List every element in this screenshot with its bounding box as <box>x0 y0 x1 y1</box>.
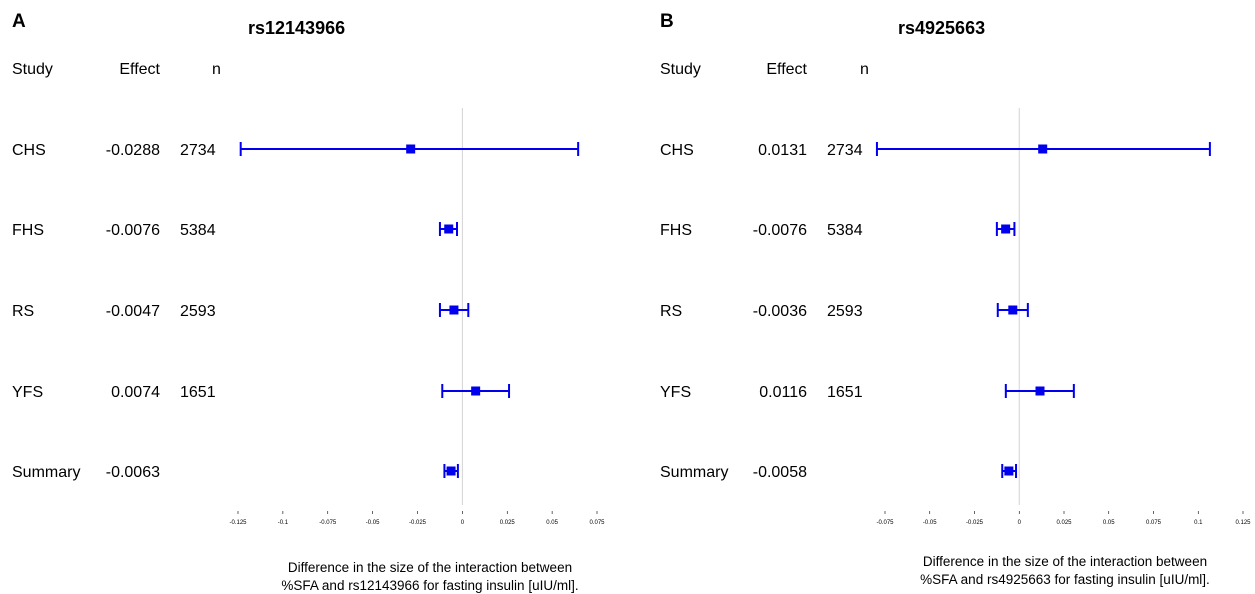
panel-b-row-1: FHS -0.0076 5384 <box>660 222 863 239</box>
panel-a-n-0: 2734 <box>180 142 216 159</box>
panel-b-xtick-label-8: 0.125 <box>1235 520 1251 526</box>
panel-a-study-3: YFS <box>12 384 43 401</box>
panel-b-point-estimate-4 <box>1004 466 1014 476</box>
panel-a-study-4: Summary <box>12 464 80 481</box>
panel-b: B rs4925663 Study Effect n CHS 0.0131 27… <box>660 11 1251 587</box>
panel-a-study-header: Study <box>12 61 53 78</box>
panel-b-row-2: RS -0.0036 2593 <box>660 303 863 320</box>
panel-b-xtick-label-4: 0.025 <box>1056 520 1072 526</box>
panel-a-point-estimate-2 <box>449 305 459 315</box>
panel-a-point-estimate-1 <box>444 224 454 234</box>
panel-a-n-header: n <box>212 61 221 78</box>
panel-b-letter: B <box>660 11 674 32</box>
panel-a-xlabel-line-2: %SFA and rs12143966 for fasting insulin … <box>281 578 578 593</box>
panel-a-row-2: RS -0.0047 2593 <box>12 303 216 320</box>
panel-a-effect-2: -0.0047 <box>106 303 160 320</box>
panel-b-n-2: 2593 <box>827 303 863 320</box>
panel-b-point-estimate-3 <box>1035 386 1045 396</box>
panel-b-effect-4: -0.0058 <box>753 464 807 481</box>
panel-b-title: rs4925663 <box>898 18 985 38</box>
panel-b-row-3: YFS 0.0116 1651 <box>660 384 863 401</box>
panel-b-xtick-label-3: 0 <box>1018 520 1022 526</box>
panel-b-study-0: CHS <box>660 142 694 159</box>
panel-a: A rs12143966 Study Effect n CHS -0.0288 … <box>12 11 605 593</box>
panel-b-xtick-label-6: 0.075 <box>1146 520 1162 526</box>
panel-b-effect-1: -0.0076 <box>753 222 807 239</box>
panel-a-xtick-label-8: 0.075 <box>589 520 605 526</box>
panel-b-n-0: 2734 <box>827 142 863 159</box>
panel-a-letter: A <box>12 11 26 32</box>
panel-b-n-1: 5384 <box>827 222 863 239</box>
panel-a-xtick-label-6: 0.025 <box>500 520 516 526</box>
panel-a-title: rs12143966 <box>248 18 345 38</box>
panel-b-row-4: Summary -0.0058 <box>660 464 807 481</box>
panel-b-xlabel-line-1: Difference in the size of the interactio… <box>923 554 1207 569</box>
panel-a-row-1: FHS -0.0076 5384 <box>12 222 216 239</box>
panel-a-study-2: RS <box>12 303 34 320</box>
panel-b-n-header: n <box>860 61 869 78</box>
panel-b-point-estimate-1 <box>1001 224 1011 234</box>
panel-a-row-0: CHS -0.0288 2734 <box>12 142 216 159</box>
panel-b-effect-2: -0.0036 <box>753 303 807 320</box>
panel-a-point-estimate-0 <box>406 144 416 154</box>
panel-a-xtick-label-0: -0.125 <box>229 520 247 526</box>
panel-a-xtick-label-3: -0.05 <box>366 520 380 526</box>
panel-a-effect-0: -0.0288 <box>106 142 160 159</box>
panel-b-study-3: YFS <box>660 384 691 401</box>
panel-a-effect-1: -0.0076 <box>106 222 160 239</box>
panel-b-xtick-label-0: -0.075 <box>876 520 894 526</box>
panel-b-effect-header: Effect <box>766 61 807 78</box>
panel-b-effect-3: 0.0116 <box>759 384 807 401</box>
panel-a-n-3: 1651 <box>180 384 216 401</box>
panel-a-xtick-label-5: 0 <box>461 520 465 526</box>
panel-a-study-0: CHS <box>12 142 46 159</box>
panel-b-study-4: Summary <box>660 464 728 481</box>
panel-a-xtick-label-7: 0.05 <box>546 520 558 526</box>
panel-a-point-estimate-3 <box>471 386 481 396</box>
panel-a-xtick-label-2: -0.075 <box>319 520 337 526</box>
panel-a-row-4: Summary -0.0063 <box>12 464 160 481</box>
panel-a-n-2: 2593 <box>180 303 216 320</box>
panel-b-study-1: FHS <box>660 222 692 239</box>
panel-a-plot-area: -0.125 -0.1 -0.075 -0.05 -0.025 0 0.025 0.05 0.0… <box>229 108 605 526</box>
panel-a-xtick-label-4: -0.025 <box>409 520 427 526</box>
panel-b-point-estimate-0 <box>1038 144 1048 154</box>
panel-b-effect-0: 0.0131 <box>758 142 807 159</box>
panel-b-study-header: Study <box>660 61 701 78</box>
panel-b-xtick-label-5: 0.05 <box>1103 520 1115 526</box>
panel-b-plot-area: -0.075 -0.05 -0.025 0 0.025 0.05 0.075 0.1 0.125 <box>875 108 1251 526</box>
panel-b-n-3: 1651 <box>827 384 863 401</box>
panel-b-xlabel-line-2: %SFA and rs4925663 for fasting insulin [… <box>920 572 1210 587</box>
panel-a-n-1: 5384 <box>180 222 216 239</box>
panel-a-effect-header: Effect <box>119 61 160 78</box>
panel-a-effect-3: 0.0074 <box>111 384 160 401</box>
panel-a-xtick-label-1: -0.1 <box>278 520 289 526</box>
panel-b-study-2: RS <box>660 303 682 320</box>
panel-a-row-3: YFS 0.0074 1651 <box>12 384 216 401</box>
panel-b-row-0: CHS 0.0131 2734 <box>660 142 863 159</box>
panel-a-study-1: FHS <box>12 222 44 239</box>
panel-b-xtick-label-2: -0.025 <box>966 520 984 526</box>
panel-b-xtick-label-1: -0.05 <box>923 520 937 526</box>
panel-b-xtick-label-7: 0.1 <box>1194 520 1203 526</box>
panel-a-point-estimate-4 <box>446 466 456 476</box>
panel-b-point-estimate-2 <box>1008 305 1018 315</box>
panel-a-effect-4: -0.0063 <box>106 464 160 481</box>
panel-a-xlabel-line-1: Difference in the size of the interactio… <box>288 560 572 575</box>
